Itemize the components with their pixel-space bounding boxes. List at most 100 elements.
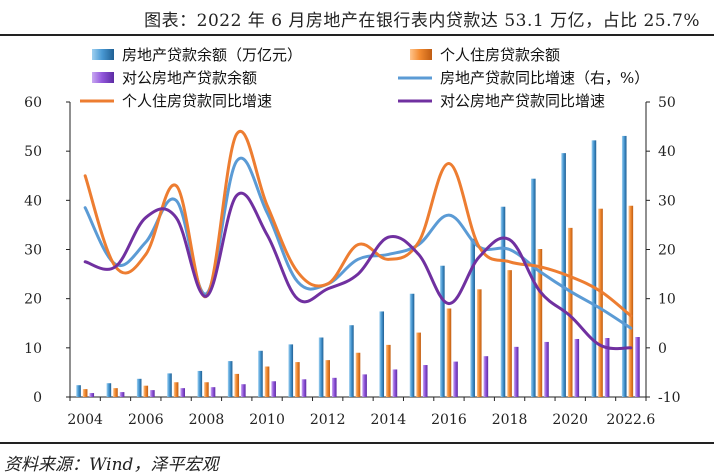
bar-corporate	[241, 384, 246, 397]
bar-personal	[598, 208, 603, 397]
bar-corporate	[271, 381, 276, 397]
legend-label: 房地产贷款余额（万亿元）	[122, 46, 302, 64]
bar-total	[621, 135, 627, 398]
bar-total	[530, 178, 536, 397]
bar-total	[288, 344, 294, 397]
y-left-tick-label: 20	[24, 292, 42, 308]
x-tick-label: 2020	[552, 412, 588, 428]
footer-rule	[0, 442, 714, 444]
bar-total	[258, 350, 263, 397]
bar-personal	[82, 389, 88, 397]
y-right-tick-label: 20	[658, 243, 676, 259]
bar-personal	[537, 249, 543, 397]
bar-total	[197, 370, 203, 397]
bar-personal	[113, 388, 118, 397]
bar-personal	[173, 382, 179, 397]
y-right-tick-label: 50	[658, 95, 676, 111]
x-tick-label: 2012	[310, 412, 346, 428]
bar-corporate	[362, 374, 367, 397]
bar-personal	[264, 366, 270, 397]
x-tick-label: 2006	[128, 412, 164, 428]
bar-personal	[386, 344, 391, 397]
bar-total	[470, 238, 475, 397]
bar-corporate	[331, 377, 337, 397]
bar-personal	[628, 205, 634, 397]
bar-total	[76, 385, 81, 397]
bar-corporate	[544, 341, 549, 397]
bar-corporate	[513, 346, 519, 397]
bar-personal	[476, 289, 482, 397]
line-total-growth	[83, 156, 633, 330]
y-left-tick-label: 30	[24, 243, 42, 259]
bar-total	[440, 265, 445, 397]
title-rule	[0, 34, 714, 36]
bar-corporate	[119, 392, 125, 397]
bar-total	[409, 293, 415, 397]
y-right-tick-label: 40	[658, 144, 676, 160]
axes: 0 10 20 30 40 50 60 -10 0 10 20 30 40 50 2004 2006 2008 2…	[24, 95, 680, 428]
bar-total	[500, 206, 506, 397]
x-tick-label: 2008	[189, 412, 225, 428]
bar-personal	[507, 270, 512, 397]
y-right-tick-label: 10	[658, 292, 676, 308]
bar-corporate	[180, 388, 186, 397]
bar-personal	[143, 385, 149, 397]
bar-total	[106, 383, 112, 397]
legend-label: 对公房地产贷款余额	[122, 69, 257, 87]
bar-corporate	[604, 338, 610, 397]
bar-personal	[234, 373, 240, 397]
legend-swatch	[92, 49, 114, 60]
bar-corporate	[483, 356, 489, 397]
bar-total	[591, 140, 597, 397]
bar-personal	[446, 308, 452, 397]
bar-personal	[416, 332, 421, 397]
x-tick-label: 2014	[370, 412, 406, 428]
legend-swatch	[410, 49, 432, 60]
line-corporate-growth	[83, 191, 633, 351]
line-personal-growth	[83, 129, 633, 318]
bar-total	[227, 361, 233, 397]
bar-corporate	[89, 393, 95, 397]
chart-title: 图表：2022 年 6 月房地产在银行表内贷款达 53.1 万亿，占比 25.7…	[144, 11, 700, 31]
y-left-tick-label: 60	[24, 95, 42, 111]
legend-label: 对公房地产贷款同比增速	[440, 92, 605, 110]
y-right-tick-label: -10	[658, 390, 681, 406]
x-tick-label: 2022.6	[606, 412, 655, 428]
bar-personal	[567, 227, 573, 397]
bar-total	[167, 373, 172, 397]
legend-swatch	[92, 72, 114, 83]
bar-personal	[204, 382, 209, 397]
legend-label: 个人住房贷款余额	[440, 46, 560, 64]
bar-corporate	[422, 365, 428, 397]
bar-personal	[325, 360, 330, 397]
bar-corporate	[301, 379, 307, 397]
y-right-tick-label: 0	[658, 341, 667, 357]
y-left-tick-label: 50	[24, 144, 42, 160]
x-tick-label: 2018	[492, 412, 528, 428]
bar-total	[318, 337, 324, 397]
bar-corporate	[210, 387, 216, 397]
bar-corporate	[453, 361, 458, 397]
bar-corporate	[574, 338, 580, 397]
bar-corporate	[392, 369, 398, 397]
bar-corporate	[150, 390, 155, 397]
y-left-tick-label: 0	[33, 390, 42, 406]
bar-personal	[355, 352, 361, 397]
y-left-tick-label: 40	[24, 193, 42, 209]
bar-total	[379, 311, 385, 397]
y-left-tick-label: 10	[24, 341, 42, 357]
line-series	[83, 129, 633, 351]
x-tick-label: 2004	[67, 412, 103, 428]
bar-total	[136, 378, 142, 397]
bar-series	[76, 135, 640, 398]
legend-label: 个人住房贷款同比增速	[122, 92, 272, 110]
x-tick-label: 2016	[431, 412, 467, 428]
bar-corporate	[635, 337, 640, 397]
bar-personal	[295, 362, 300, 397]
source-note: 资料来源：Wind，泽平宏观	[4, 455, 219, 475]
legend-label: 房地产贷款同比增速（右，%）	[440, 69, 649, 87]
y-right-tick-label: 30	[658, 193, 676, 209]
